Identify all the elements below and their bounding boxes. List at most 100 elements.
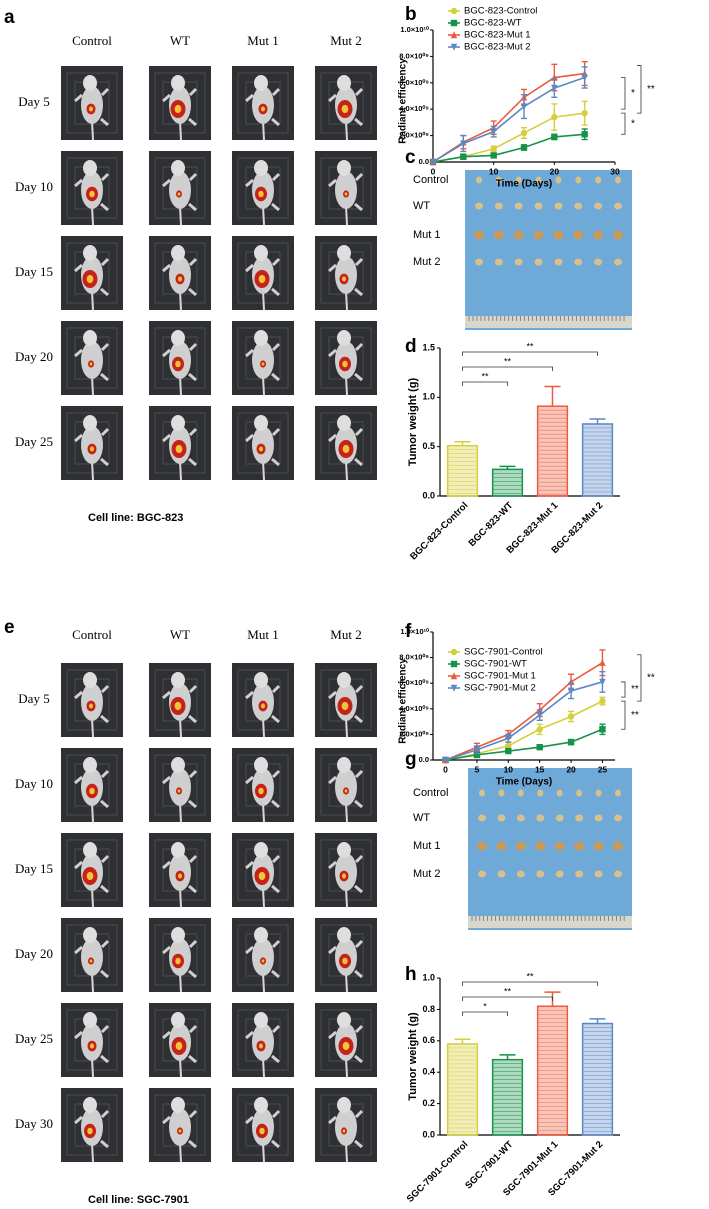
mouse-leg (271, 969, 280, 979)
legend-marker (450, 660, 458, 668)
signal-core (89, 959, 93, 963)
mouse-head (254, 1012, 268, 1028)
tumor (613, 841, 623, 851)
signal-core (89, 1043, 95, 1049)
point (520, 129, 528, 137)
y-axis-label: Radiant efficiency (398, 58, 409, 144)
signal-core (177, 873, 183, 879)
mouse-arm (188, 769, 198, 779)
signal-core (175, 957, 181, 965)
tumor (515, 176, 522, 184)
mouse-head (83, 672, 97, 688)
x-axis-label: Time (Days) (496, 777, 553, 788)
signal-core (87, 1127, 93, 1135)
y-tick-label: 1.0×10¹⁰ (400, 627, 430, 636)
mouse-arm (245, 690, 254, 700)
point (567, 738, 575, 746)
signal-core (86, 871, 94, 881)
bar (491, 1058, 524, 1136)
tumor (497, 870, 506, 878)
mouse-leg (100, 1139, 109, 1149)
mouse-tail (345, 290, 348, 311)
mouse-head (337, 75, 351, 91)
row-label: Mut 2 (413, 868, 441, 880)
mouse-head (254, 330, 268, 346)
series-line (445, 681, 603, 761)
tumor (535, 176, 542, 184)
mouse-tail (179, 1142, 182, 1163)
mouse-arm (74, 945, 83, 955)
row-label: Day 10 (15, 776, 53, 791)
panel-letter: c (405, 147, 416, 168)
point (599, 678, 606, 686)
mouse-leg (100, 884, 109, 894)
mouse-arm (245, 1115, 254, 1125)
error-bar (589, 418, 606, 424)
tumor (615, 176, 621, 184)
mouse-image (149, 406, 211, 481)
mouse-image (315, 66, 377, 141)
mouse-leg (354, 287, 363, 297)
point (520, 144, 528, 151)
mouse-arm (162, 1115, 171, 1125)
signal-core (175, 360, 181, 368)
x-tick-label: 20 (566, 764, 576, 774)
series-line (445, 700, 603, 761)
mouse-arm (328, 93, 337, 103)
mouse-arm (100, 87, 110, 97)
mouse-arm (74, 1115, 83, 1125)
y-tick-label: 8.0×10⁰⁹ (399, 653, 429, 662)
tumor (593, 841, 604, 851)
point (429, 158, 437, 166)
mouse-arm (100, 684, 110, 694)
mouse-tail (345, 887, 348, 908)
point (536, 726, 543, 733)
point (490, 145, 497, 152)
mouse-head (171, 672, 185, 688)
signal-core (177, 789, 181, 793)
mouse-head (254, 757, 268, 773)
signal-core (260, 703, 266, 709)
point (442, 756, 449, 764)
mouse-arm (74, 93, 83, 103)
mouse-head (171, 330, 185, 346)
mouse-body (252, 341, 274, 379)
x-tick-label: 10 (489, 166, 499, 176)
mouse-head (83, 927, 97, 943)
y-axis-label: Tumor weight (g) (407, 1012, 419, 1101)
significance-bracket (462, 981, 598, 986)
mouse-arm (354, 1109, 364, 1119)
mouse-leg (100, 1054, 109, 1064)
mouse-leg (188, 287, 197, 297)
signal-core (344, 789, 348, 793)
mouse-tail (91, 972, 94, 993)
mouse-arm (100, 427, 110, 437)
mouse-arm (74, 690, 83, 700)
mouse-image (61, 321, 123, 396)
mouse-arm (328, 1030, 337, 1040)
mouse-image (232, 1003, 294, 1078)
signal-core (89, 446, 95, 452)
mouse-arm (271, 1109, 281, 1119)
mouse-image (232, 236, 294, 311)
mouse-arm (100, 172, 110, 182)
mouse-head (337, 1012, 351, 1028)
mouse-body (335, 171, 357, 209)
y-tick-label: 0.4 (422, 1067, 435, 1077)
tumor (494, 258, 503, 266)
mouse-arm (188, 939, 198, 949)
panel-letter: a (4, 7, 15, 28)
mouse-image (232, 748, 294, 823)
mouse-arm (328, 178, 337, 188)
mouse-arm (245, 263, 254, 273)
photo-background (468, 768, 632, 930)
point (599, 726, 606, 733)
mouse-leg (271, 117, 280, 127)
ruler (465, 316, 632, 328)
mouse-body (81, 938, 103, 976)
legend-marker (450, 19, 458, 27)
mouse-body (252, 938, 274, 976)
y-tick-label: 0.5 (422, 441, 435, 451)
mouse-image (232, 66, 294, 141)
mouse-arm (162, 860, 171, 870)
